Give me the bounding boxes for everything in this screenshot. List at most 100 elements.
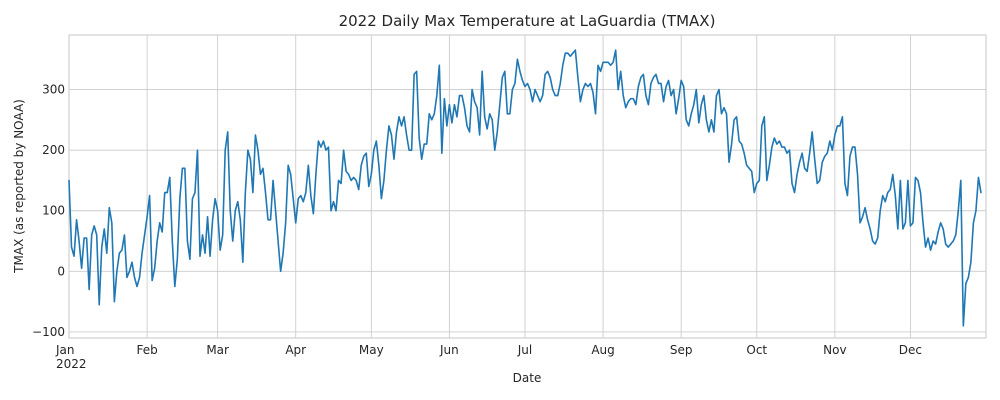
data-point xyxy=(487,128,488,129)
data-point xyxy=(847,195,848,196)
data-point xyxy=(935,243,936,244)
data-point xyxy=(716,95,717,96)
x-tick-label: Jun xyxy=(439,343,459,357)
data-point xyxy=(157,240,158,241)
data-point xyxy=(665,86,666,87)
y-tick-label: 100 xyxy=(42,204,65,218)
data-point xyxy=(293,198,294,199)
data-point xyxy=(386,150,387,151)
data-point xyxy=(353,177,354,178)
data-point xyxy=(731,143,732,144)
data-point xyxy=(471,89,472,90)
data-point xyxy=(721,113,722,114)
data-point xyxy=(975,210,976,211)
data-point xyxy=(645,95,646,96)
data-point xyxy=(681,80,682,81)
x-tick-label: Mar xyxy=(206,343,229,357)
data-point xyxy=(104,228,105,229)
y-tick-label: 300 xyxy=(42,83,65,97)
data-point xyxy=(106,253,107,254)
data-point xyxy=(688,125,689,126)
data-point xyxy=(819,180,820,181)
data-point xyxy=(494,150,495,151)
x-tick-label: May xyxy=(359,343,384,357)
data-point xyxy=(348,174,349,175)
data-point xyxy=(550,77,551,78)
data-point xyxy=(111,222,112,223)
data-point xyxy=(134,277,135,278)
data-point xyxy=(572,53,573,54)
data-point xyxy=(202,234,203,235)
data-point xyxy=(252,192,253,193)
data-point xyxy=(300,195,301,196)
data-point xyxy=(595,113,596,114)
data-point xyxy=(779,140,780,141)
data-point xyxy=(207,216,208,217)
data-point xyxy=(267,219,268,220)
data-point xyxy=(469,131,470,132)
data-point xyxy=(381,198,382,199)
data-point xyxy=(388,125,389,126)
data-point xyxy=(454,104,455,105)
x-tick-label: Jan xyxy=(55,343,75,357)
data-point xyxy=(953,240,954,241)
data-point xyxy=(527,83,528,84)
data-point xyxy=(230,210,231,211)
data-point xyxy=(736,116,737,117)
data-point xyxy=(217,210,218,211)
y-tick-label: −100 xyxy=(32,325,65,339)
data-point xyxy=(872,240,873,241)
data-point xyxy=(84,237,85,238)
data-point xyxy=(194,192,195,193)
data-point xyxy=(124,234,125,235)
data-point xyxy=(970,262,971,263)
data-point xyxy=(620,71,621,72)
data-point xyxy=(744,153,745,154)
data-point xyxy=(78,240,79,241)
data-point xyxy=(89,289,90,290)
data-point xyxy=(791,183,792,184)
data-point xyxy=(278,240,279,241)
data-point xyxy=(497,131,498,132)
data-point xyxy=(653,77,654,78)
data-point xyxy=(464,107,465,108)
data-point xyxy=(517,59,518,60)
x-tick-label: Nov xyxy=(823,343,846,357)
data-point xyxy=(625,107,626,108)
data-point xyxy=(844,183,845,184)
data-point xyxy=(663,101,664,102)
data-point xyxy=(131,262,132,263)
series-line xyxy=(68,49,982,327)
data-point xyxy=(718,89,719,90)
data-point xyxy=(86,237,87,238)
data-point xyxy=(227,131,228,132)
data-point xyxy=(817,183,818,184)
x-tick-label: Oct xyxy=(746,343,767,357)
data-point xyxy=(849,156,850,157)
data-point xyxy=(854,147,855,148)
data-point xyxy=(739,140,740,141)
data-point xyxy=(429,113,430,114)
data-point xyxy=(602,62,603,63)
data-point xyxy=(456,116,457,117)
data-point xyxy=(220,250,221,251)
data-point xyxy=(139,277,140,278)
data-point xyxy=(250,159,251,160)
data-point xyxy=(439,65,440,66)
data-point xyxy=(482,71,483,72)
data-point xyxy=(701,104,702,105)
data-point xyxy=(615,50,616,51)
data-point xyxy=(786,153,787,154)
data-point xyxy=(948,247,949,248)
data-point xyxy=(812,131,813,132)
data-point xyxy=(613,62,614,63)
data-point xyxy=(676,113,677,114)
data-point xyxy=(587,86,588,87)
data-point xyxy=(411,150,412,151)
x-tick-label: Apr xyxy=(285,343,306,357)
data-point xyxy=(608,62,609,63)
data-point xyxy=(393,159,394,160)
data-point xyxy=(877,237,878,238)
data-point xyxy=(68,180,69,181)
data-point xyxy=(356,180,357,181)
